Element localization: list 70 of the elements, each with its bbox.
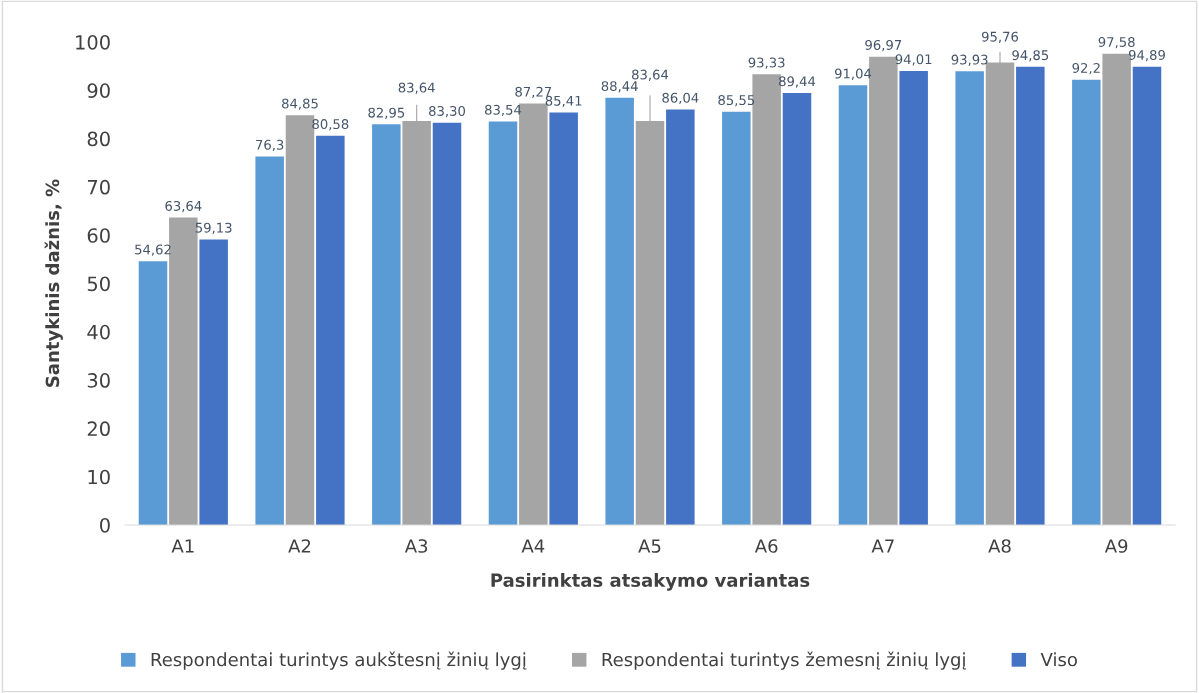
- x-tick-label: A3: [404, 539, 428, 553]
- data-label: 76,3: [256, 139, 284, 152]
- data-label: 54,62: [135, 244, 171, 256]
- data-label: 89,44: [779, 76, 816, 88]
- bar: [782, 93, 812, 525]
- x-tick-label: A4: [521, 539, 545, 553]
- data-label: 95,76: [981, 31, 1019, 43]
- y-tick-label: 100: [76, 34, 110, 50]
- data-label: 86,04: [662, 92, 699, 105]
- y-tick-label: 60: [87, 228, 110, 243]
- data-label: 94,85: [1012, 50, 1049, 62]
- data-label: 92,2: [1072, 62, 1100, 75]
- y-tick-label: 10: [88, 469, 110, 485]
- bar: [432, 122, 462, 525]
- y-tick-label: 30: [87, 373, 110, 388]
- data-label: 83,54: [485, 104, 522, 117]
- bar: [1016, 66, 1045, 525]
- data-label: 93,33: [748, 57, 785, 69]
- data-label: 85,55: [718, 95, 755, 107]
- bar: [549, 112, 578, 525]
- data-label: 82,95: [368, 107, 405, 119]
- x-axis-title: Pasirinktas atsakymo variantas: [491, 573, 810, 591]
- bar: [372, 124, 401, 525]
- legend-label: Respondentai turintys žemesnį žinių lygį: [602, 651, 967, 670]
- data-label: 63,64: [165, 200, 202, 213]
- bar: [722, 111, 751, 525]
- x-tick-label: A8: [988, 539, 1011, 553]
- y-tick-label: 50: [87, 276, 110, 292]
- x-tick-label: A5: [638, 539, 661, 553]
- bar: [488, 121, 518, 525]
- y-tick-label: 0: [100, 517, 110, 533]
- data-label: 80,58: [312, 119, 349, 131]
- bar: [752, 74, 781, 525]
- bar: [1072, 79, 1101, 525]
- bar: [1102, 53, 1131, 525]
- data-label: 83,64: [632, 69, 669, 81]
- y-tick-label: 80: [87, 131, 110, 147]
- x-tick-label: A1: [171, 539, 194, 553]
- y-axis-title: Santykinis dažnis, %: [44, 179, 63, 387]
- bar: [255, 156, 284, 525]
- bar: [666, 109, 695, 525]
- bar: [955, 71, 984, 525]
- bar: [316, 135, 345, 525]
- bar: [199, 239, 228, 525]
- y-tick-label: 20: [87, 421, 110, 437]
- data-label: 97,58: [1098, 36, 1135, 49]
- x-tick-label: A7: [871, 539, 894, 553]
- data-label: 96,97: [865, 39, 902, 52]
- data-label: 83,30: [429, 105, 466, 118]
- x-tick-label: A6: [754, 539, 778, 553]
- bar: [838, 85, 868, 525]
- bar: [138, 261, 168, 525]
- legend-label: Viso: [1040, 652, 1077, 667]
- bar: [605, 97, 634, 525]
- data-label: 59,13: [195, 222, 232, 235]
- bar: [899, 70, 928, 525]
- x-tick-label: A9: [1104, 539, 1128, 553]
- x-tick-label: A2: [288, 539, 311, 553]
- data-label: 94,01: [895, 54, 932, 66]
- bar: [1132, 66, 1162, 525]
- data-label: 84,85: [282, 98, 318, 110]
- y-tick-label: 90: [87, 83, 110, 98]
- y-tick-label: 40: [87, 324, 110, 340]
- data-label: 88,44: [601, 81, 638, 93]
- data-label: 91,04: [834, 68, 872, 80]
- data-label: 94,89: [1128, 49, 1165, 62]
- data-label: 93,93: [951, 54, 988, 66]
- legend-label: Respondentai turintys aukštesnį žinių lygį: [151, 651, 527, 670]
- data-label: 83,64: [398, 82, 435, 94]
- y-tick-label: 70: [87, 179, 110, 195]
